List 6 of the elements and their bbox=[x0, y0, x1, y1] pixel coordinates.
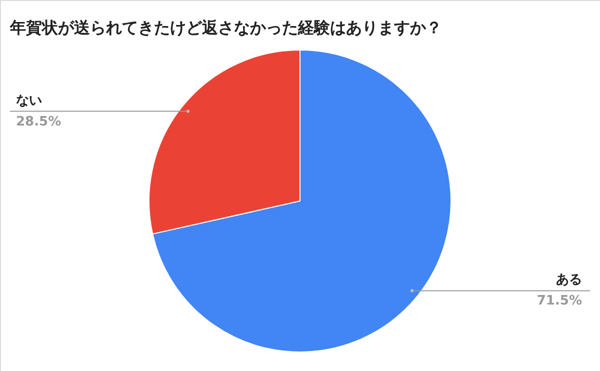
chart-title: 年賀状が送られてきたけど返さなかった経験はありますか？ bbox=[9, 18, 442, 37]
pie-slice bbox=[152, 50, 452, 352]
data-label: 28.5% bbox=[16, 114, 62, 130]
slice-label: ない bbox=[16, 93, 42, 108]
data-label: 71.5% bbox=[536, 294, 582, 309]
slice-label: ある bbox=[556, 272, 582, 288]
